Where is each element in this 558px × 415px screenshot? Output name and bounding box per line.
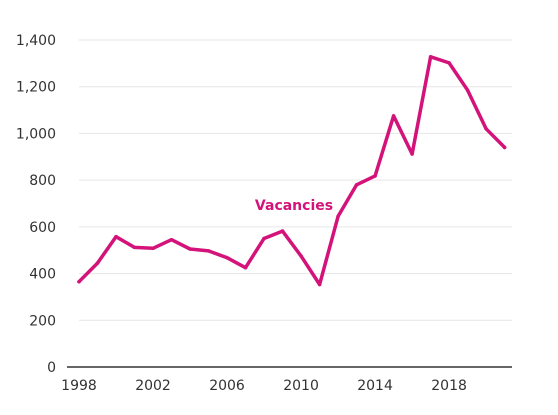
- data-point: [428, 55, 433, 59]
- gridlines: [79, 39, 512, 321]
- y-axis-ticks: 0 200 400 600 800 1,000 1,200 1,400: [16, 33, 56, 376]
- x-tick-label: 2006: [209, 378, 245, 394]
- data-point: [317, 282, 322, 287]
- y-tick-label: 800: [29, 173, 56, 189]
- y-tick-label: 1,200: [16, 80, 56, 96]
- data-point: [95, 261, 100, 265]
- data-point: [262, 236, 266, 241]
- y-tick-label: 600: [29, 220, 56, 236]
- data-point: [151, 246, 155, 251]
- data-point: [502, 145, 507, 150]
- data-point: [114, 234, 118, 239]
- x-tick-label: 2002: [135, 378, 171, 394]
- y-tick-label: 1,000: [16, 126, 56, 142]
- x-axis-ticks: 1998 2002 2006 2010 2014 2018: [61, 378, 467, 394]
- y-tick-label: 400: [29, 267, 56, 283]
- data-point: [336, 214, 340, 219]
- data-point: [465, 88, 470, 92]
- x-tick-label: 1998: [61, 378, 97, 394]
- data-point: [243, 265, 248, 270]
- data-point: [188, 247, 192, 251]
- data-point: [299, 254, 303, 258]
- series-layer: Vacancies: [77, 55, 507, 287]
- x-tick-label: 2010: [283, 378, 319, 394]
- data-point: [391, 114, 396, 118]
- y-tick-label: 1,400: [16, 33, 56, 49]
- data-point: [77, 279, 81, 284]
- data-point: [373, 174, 377, 178]
- y-tick-label: 200: [29, 313, 56, 329]
- data-point: [132, 245, 137, 250]
- data-point: [206, 249, 211, 253]
- data-point: [410, 152, 414, 156]
- y-tick-label: 0: [47, 360, 56, 376]
- data-point: [225, 255, 229, 260]
- series-label-vacancies: Vacancies: [255, 198, 333, 214]
- data-point: [447, 61, 451, 65]
- data-point: [169, 237, 174, 242]
- series-line-vacancies: [77, 55, 507, 287]
- data-point: [484, 127, 488, 131]
- x-tick-label: 2018: [431, 378, 467, 394]
- data-point: [280, 229, 285, 233]
- x-tick-label: 2014: [357, 378, 393, 394]
- data-point: [354, 183, 359, 187]
